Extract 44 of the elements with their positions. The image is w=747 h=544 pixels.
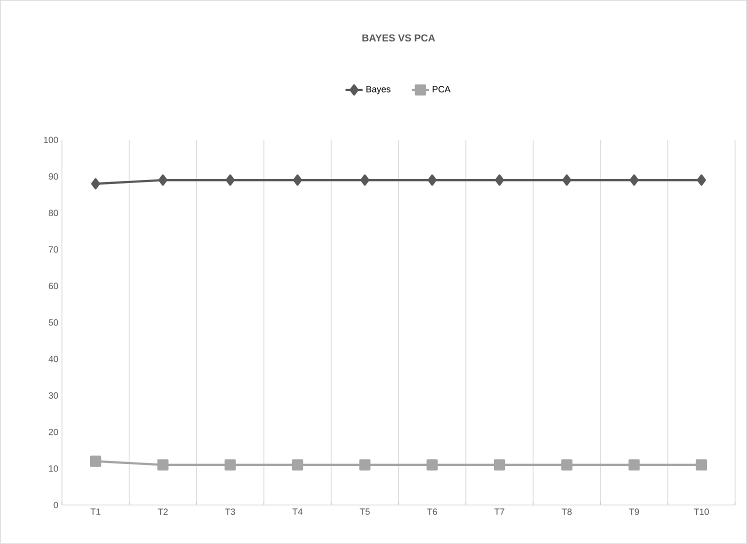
point [561, 459, 572, 470]
y-tick-label: 30 [48, 392, 58, 399]
x-tick-label: T2 [158, 508, 168, 515]
y-tick-label: 70 [48, 246, 58, 253]
y-tick-label: 60 [48, 282, 58, 290]
x-tick-label: T8 [562, 508, 572, 515]
y-tick-label: 90 [48, 173, 58, 180]
x-tick-label: T10 [694, 508, 709, 515]
point [696, 459, 708, 470]
point [90, 456, 102, 467]
y-tick-label: 20 [48, 428, 58, 436]
y-tick-label: 50 [48, 319, 58, 326]
point [495, 174, 504, 186]
point [628, 459, 640, 470]
point [224, 459, 236, 470]
chart-title: BAYES VS PCA [362, 34, 436, 42]
x-tick-label: T1 [90, 508, 100, 515]
x-tick-label: T4 [292, 508, 303, 515]
point [91, 178, 100, 190]
point [158, 174, 168, 186]
y-tick-label: 100 [44, 136, 58, 144]
point [494, 459, 506, 470]
point [562, 174, 572, 186]
y-tick-label: 40 [48, 356, 58, 362]
legend-label: Bayes [366, 86, 390, 94]
x-tick-label: T7 [494, 508, 504, 515]
point [630, 174, 639, 186]
x-tick-label: T9 [629, 508, 639, 515]
y-tick-label: 0 [54, 502, 58, 508]
x-tick-label: T6 [427, 508, 438, 515]
point [226, 174, 235, 186]
point [696, 174, 706, 186]
x-tick-label: T3 [225, 508, 236, 515]
point [359, 459, 370, 470]
x-tick-label: T5 [360, 508, 370, 515]
point [428, 174, 437, 186]
point [293, 174, 302, 186]
point [360, 174, 370, 186]
point [292, 459, 304, 470]
y-tick-label: 10 [49, 465, 58, 472]
point [426, 459, 438, 470]
legend-label: PCA [432, 86, 451, 92]
y-tick-label: 80 [48, 210, 58, 216]
point [157, 459, 168, 470]
